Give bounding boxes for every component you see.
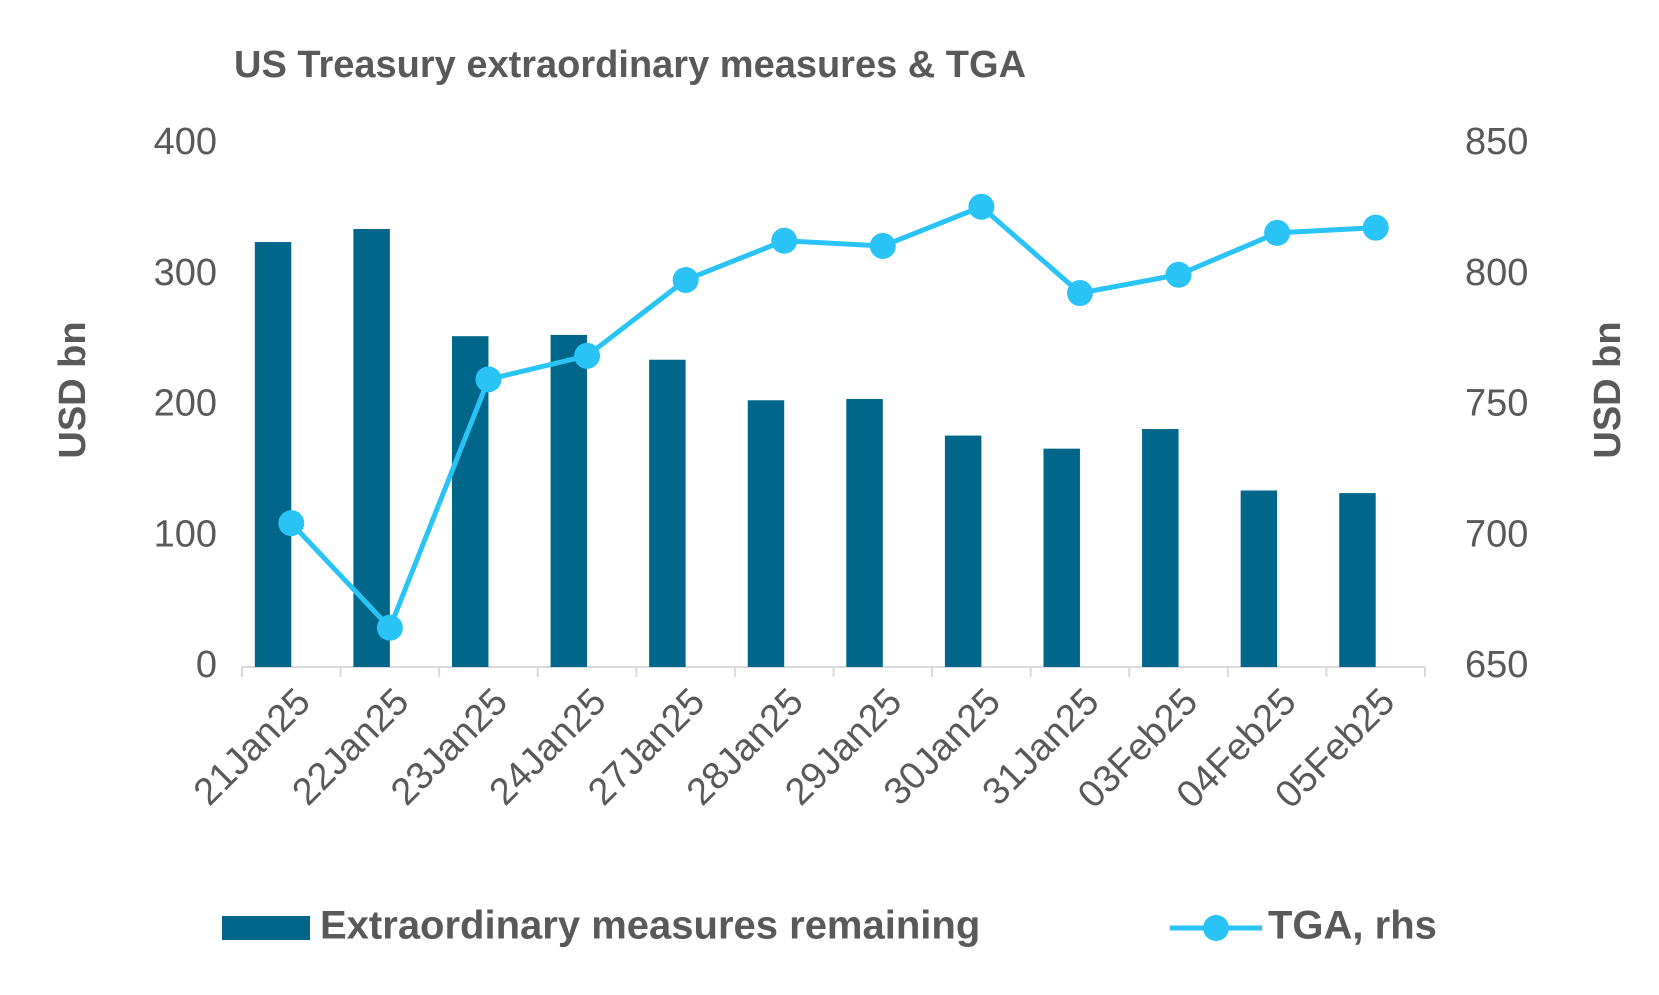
y-tick-label: 200 <box>154 383 217 425</box>
bar <box>944 435 982 667</box>
legend-label: TGA, rhs <box>1268 904 1437 948</box>
point <box>968 193 995 220</box>
y2-axis-title: USD bn <box>1587 321 1629 458</box>
y-axis-title: USD bn <box>52 321 94 458</box>
y-tick-label: 300 <box>154 252 217 294</box>
y2-tick-label: 800 <box>1465 252 1528 294</box>
point <box>574 342 601 369</box>
legend-swatch <box>1203 915 1229 941</box>
y2-tick-label: 700 <box>1465 513 1528 555</box>
legend-swatch <box>222 916 310 940</box>
bar <box>649 359 686 667</box>
y-tick-label: 100 <box>154 513 217 555</box>
bar <box>747 400 785 667</box>
y-tick-label: 0 <box>196 644 217 686</box>
point <box>1066 280 1093 307</box>
bar <box>1043 448 1080 667</box>
bar <box>1240 490 1278 667</box>
bar <box>846 398 883 667</box>
bar <box>353 228 390 668</box>
y2-tick-label: 850 <box>1465 121 1528 163</box>
point <box>771 227 798 254</box>
bar <box>550 334 588 667</box>
point <box>376 614 403 641</box>
point <box>1264 219 1291 246</box>
bar <box>254 242 292 667</box>
line <box>289 203 1376 633</box>
chart-title: US Treasury extraordinary measures & TGA <box>234 44 1026 86</box>
y2-tick-label: 650 <box>1465 644 1528 686</box>
point <box>1165 261 1192 288</box>
point <box>278 510 305 537</box>
point <box>1362 214 1389 241</box>
point <box>475 366 502 393</box>
bar <box>1339 493 1376 667</box>
y-tick-label: 400 <box>154 121 217 163</box>
y2-tick-label: 750 <box>1465 383 1528 425</box>
bar <box>1142 429 1179 667</box>
point <box>869 232 896 259</box>
point <box>672 266 699 293</box>
legend-label: Extraordinary measures remaining <box>320 904 980 948</box>
